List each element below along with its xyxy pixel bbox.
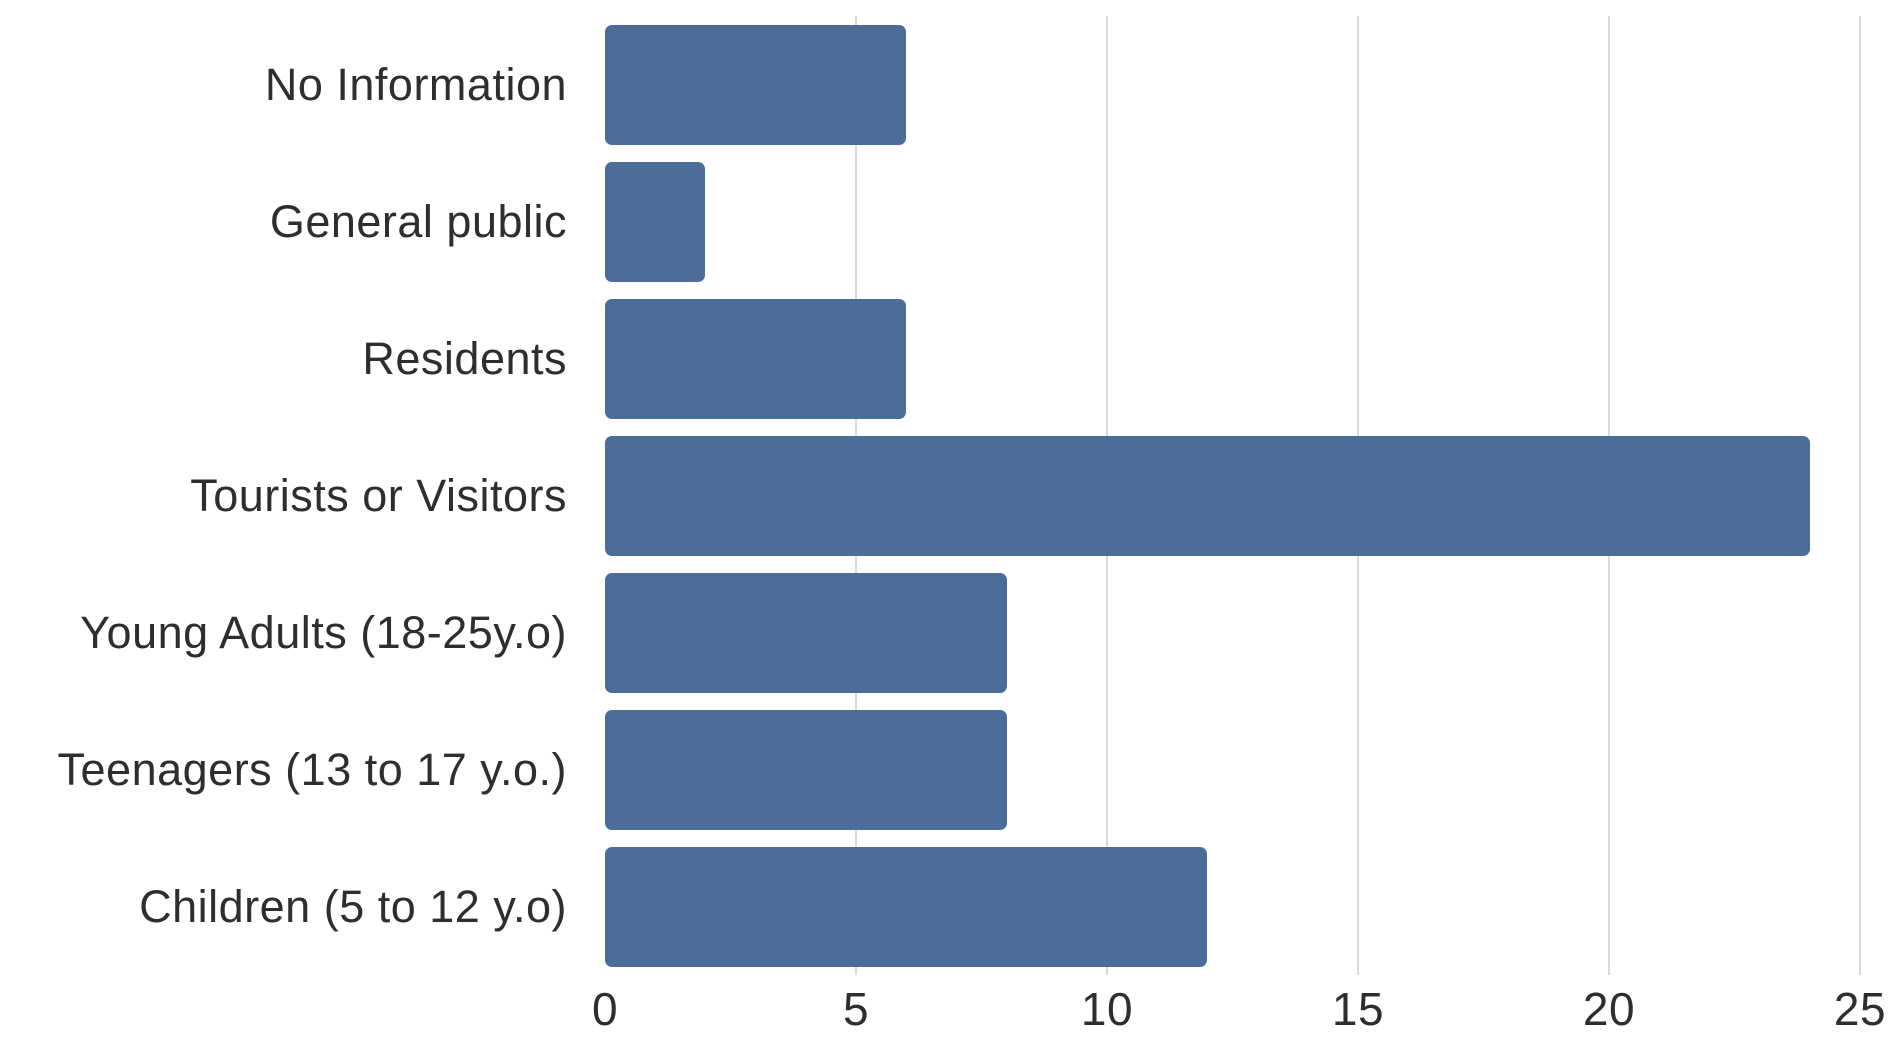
plot-area [605, 16, 1861, 975]
category-label: No Information [264, 58, 567, 110]
x-tick-label: 10 [1080, 983, 1134, 1035]
category-label: Tourists or Visitors [190, 469, 567, 521]
x-tick-label: 15 [1331, 983, 1385, 1035]
bar-1 [605, 24, 907, 145]
bar-6 [605, 709, 1007, 830]
category-label: Children (5 to 12 y.o) [139, 880, 567, 932]
category-label: Residents [362, 332, 567, 384]
bar-7 [605, 846, 1208, 967]
x-tick-label: 0 [591, 983, 619, 1035]
category-label: Teenagers (13 to 17 y.o.) [57, 743, 567, 795]
category-label: Young Adults (18-25y.o) [80, 606, 567, 658]
bar-3 [605, 298, 907, 419]
bar-4 [605, 435, 1810, 556]
x-tick-label: 5 [842, 983, 870, 1035]
category-labels: No Information General public Residents Tou… [0, 16, 567, 975]
bar-5 [605, 572, 1007, 693]
x-tick-label: 25 [1833, 983, 1887, 1035]
category-label: General public [269, 195, 567, 247]
bar-2 [605, 161, 706, 282]
gridline [1859, 16, 1861, 975]
x-tick-label: 20 [1582, 983, 1636, 1035]
x-axis: 0 5 10 15 20 25 [592, 982, 1886, 1044]
